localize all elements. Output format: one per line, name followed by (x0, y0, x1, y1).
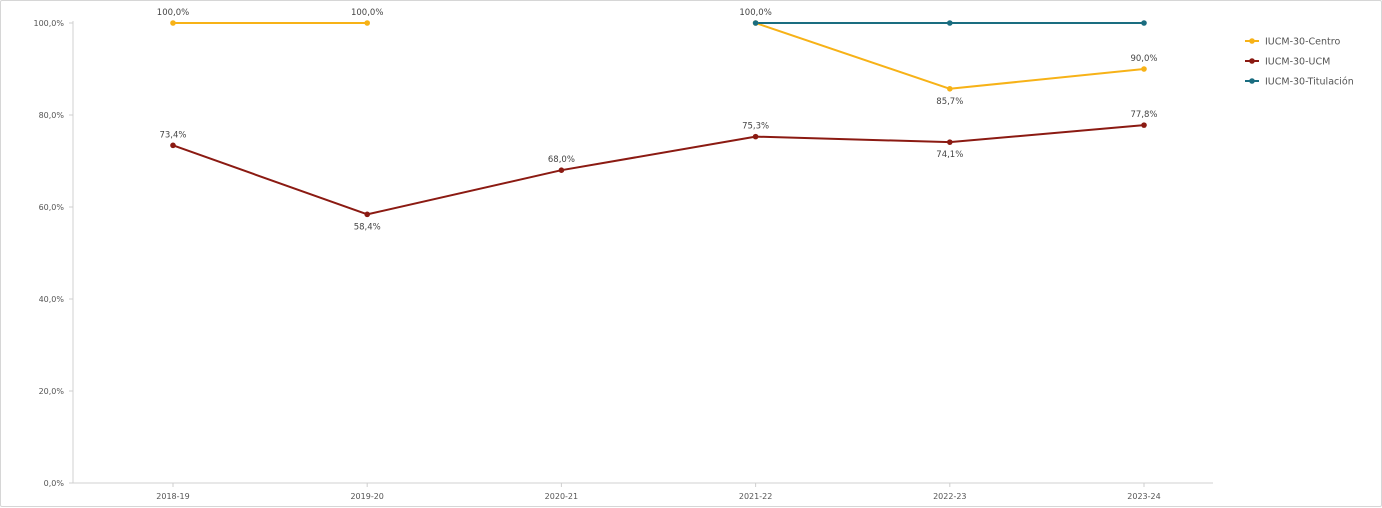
data-point[interactable] (1141, 66, 1147, 72)
legend-swatch-point (1249, 78, 1255, 84)
legend-swatch-point (1249, 58, 1255, 64)
legend-item-label[interactable]: IUCM-30-Titulación (1265, 77, 1354, 88)
data-label: 58,4% (354, 222, 381, 232)
x-tick-label: 2020-21 (545, 492, 578, 501)
data-label: 73,4% (159, 130, 186, 140)
x-tick-label: 2018-19 (156, 492, 189, 501)
data-label: 100,0% (157, 8, 189, 18)
data-point[interactable] (947, 20, 953, 26)
y-tick-label: 60,0% (39, 203, 65, 212)
legend-swatch-point (1249, 38, 1255, 44)
x-tick-label: 2022-23 (933, 492, 966, 501)
data-point[interactable] (1141, 20, 1147, 26)
data-point[interactable] (1141, 122, 1147, 128)
data-point[interactable] (558, 167, 565, 173)
y-tick-label: 100,0% (33, 19, 64, 28)
data-label: 68,0% (548, 155, 575, 165)
y-tick-label: 0,0% (44, 479, 65, 488)
data-label: 90,0% (1130, 54, 1157, 64)
data-point[interactable] (752, 20, 759, 26)
data-label: 75,3% (742, 122, 769, 132)
y-tick-label: 80,0% (39, 111, 65, 120)
data-point[interactable] (947, 139, 953, 145)
data-label: 85,7% (936, 97, 963, 107)
data-point[interactable] (364, 211, 371, 218)
data-point[interactable] (170, 20, 176, 26)
data-point[interactable] (752, 133, 759, 140)
y-tick-label: 40,0% (39, 295, 65, 304)
data-label: 100,0% (739, 8, 771, 18)
x-tick-label: 2021-22 (739, 492, 772, 501)
data-labels: 100,0% 100,0% 100,0% 85,7% 90,0% 73,4% 58,4% 68… (157, 8, 1158, 232)
legend: IUCM-30-Centro IUCM-30-UCM IUCM-30-Titulac… (1245, 37, 1354, 88)
legend-item-label[interactable]: IUCM-30-UCM (1265, 57, 1330, 68)
y-tick-label: 20,0% (39, 387, 65, 396)
data-point[interactable] (364, 20, 371, 26)
data-label: 74,1% (936, 150, 963, 160)
series-lines (172, 22, 1145, 216)
series-line (755, 22, 1145, 90)
legend-item-label[interactable]: IUCM-30-Centro (1265, 37, 1340, 48)
x-tick-label: 2023-24 (1127, 492, 1160, 501)
data-label: 77,8% (1130, 110, 1157, 120)
axes: 0,0% 20,0% 40,0% 60,0% 80,0% 100,0% 2018-19 201… (33, 19, 1213, 501)
data-point[interactable] (170, 142, 176, 149)
data-point[interactable] (947, 85, 953, 92)
series-line (172, 124, 1145, 216)
x-tick-label: 2019-20 (350, 492, 383, 501)
data-points (170, 20, 1147, 218)
data-label: 100,0% (351, 8, 383, 18)
